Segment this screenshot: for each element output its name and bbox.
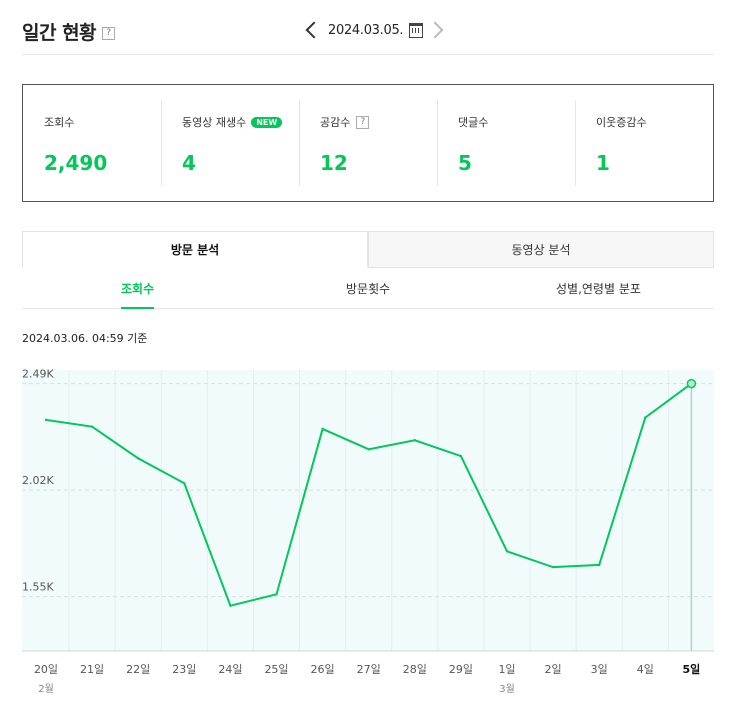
stat-label-wrap: 공감수? — [320, 114, 370, 130]
subtab-views[interactable]: 조회수 — [121, 270, 155, 309]
calendar-icon[interactable] — [409, 22, 424, 38]
page-title-text: 일간 현황 — [22, 22, 97, 44]
plot-area — [22, 370, 714, 651]
stat-views: 조회수 2,490 — [23, 85, 161, 201]
page-title: 일간 현황? — [22, 18, 116, 45]
date-navigator: 2024.03.05. — [302, 18, 444, 42]
stat-video-plays: 동영상 재생수 NEW 4 — [161, 85, 299, 201]
data-point-highlighted — [686, 378, 697, 389]
x-tick-label: 26일 — [311, 662, 335, 676]
stat-value: 4 — [182, 151, 196, 175]
tab-visit-analysis[interactable]: 방문 분석 — [22, 231, 368, 268]
current-date: 2024.03.05. — [328, 22, 404, 38]
metric-subtabs: 조회수 방문횟수 성별,연령별 분포 — [22, 270, 714, 309]
data-point — [321, 427, 324, 431]
data-point — [551, 565, 555, 569]
x-month-label: 3월 — [499, 683, 515, 695]
x-tick-label: 28일 — [403, 662, 427, 676]
x-tick-label: 5일 — [683, 662, 701, 676]
x-tick-label: 29일 — [449, 662, 473, 676]
x-tick-label: 25일 — [264, 662, 288, 676]
x-tick-label: 23일 — [172, 662, 196, 676]
data-point — [459, 454, 463, 458]
analysis-tabs: 방문 분석 동영상 분석 — [22, 231, 714, 268]
data-point — [505, 550, 509, 553]
tab-video-analysis[interactable]: 동영상 분석 — [368, 231, 714, 268]
stat-label: 이웃증감수 — [596, 116, 647, 129]
data-point — [183, 482, 186, 485]
help-icon[interactable]: ? — [102, 27, 116, 40]
stat-value: 1 — [596, 151, 610, 175]
x-tick-label: 4일 — [637, 662, 654, 676]
y-tick-label: 2.49K — [22, 368, 54, 381]
data-point — [275, 593, 278, 596]
x-tick-label: 20일 — [34, 662, 58, 676]
stat-comments: 댓글수 5 — [437, 85, 575, 201]
x-tick-label: 3일 — [591, 662, 608, 676]
subtab-demographics[interactable]: 성별,연령별 분포 — [556, 282, 641, 296]
data-point — [367, 448, 370, 451]
stat-label: 공감수 — [320, 116, 351, 129]
daily-status-header: 일간 현황? 2024.03.05. — [22, 14, 714, 55]
stat-label: 조회수 — [44, 116, 75, 129]
x-month-label: 2월 — [38, 683, 54, 695]
x-tick-label: 1일 — [498, 662, 515, 676]
stat-label: 동영상 재생수 — [182, 116, 247, 129]
data-point — [137, 457, 140, 460]
x-tick-label: 27일 — [357, 662, 381, 676]
x-tick-label: 24일 — [218, 662, 242, 676]
data-point — [229, 604, 232, 607]
as-of-timestamp: 2024.03.06. 04:59 기준 — [22, 332, 148, 345]
stat-value: 2,490 — [44, 151, 108, 175]
stat-value: 12 — [320, 151, 348, 175]
new-badge: NEW — [251, 116, 283, 128]
data-point — [598, 563, 601, 567]
x-tick-label: 2일 — [545, 662, 562, 676]
stats-panel: 조회수 2,490 동영상 재생수 NEW 4 공감수? 12 댓글수 5 이웃증… — [22, 84, 714, 202]
stat-label: 댓글수 — [458, 116, 489, 129]
data-point — [413, 439, 416, 442]
data-point — [44, 418, 48, 422]
subtab-visits[interactable]: 방문횟수 — [346, 282, 391, 296]
data-point — [644, 416, 647, 419]
help-icon[interactable]: ? — [356, 115, 370, 129]
stat-likes: 공감수? 12 — [299, 85, 437, 201]
x-tick-label: 22일 — [126, 662, 150, 676]
stat-label-wrap: 동영상 재생수 NEW — [182, 114, 283, 130]
x-tick-label: 21일 — [80, 662, 104, 676]
stat-neighbors: 이웃증감수 1 — [575, 85, 713, 201]
stat-value: 5 — [458, 151, 472, 175]
y-tick-label: 2.02K — [22, 474, 54, 487]
y-tick-label: 1.55K — [22, 581, 54, 594]
data-point — [90, 425, 94, 428]
